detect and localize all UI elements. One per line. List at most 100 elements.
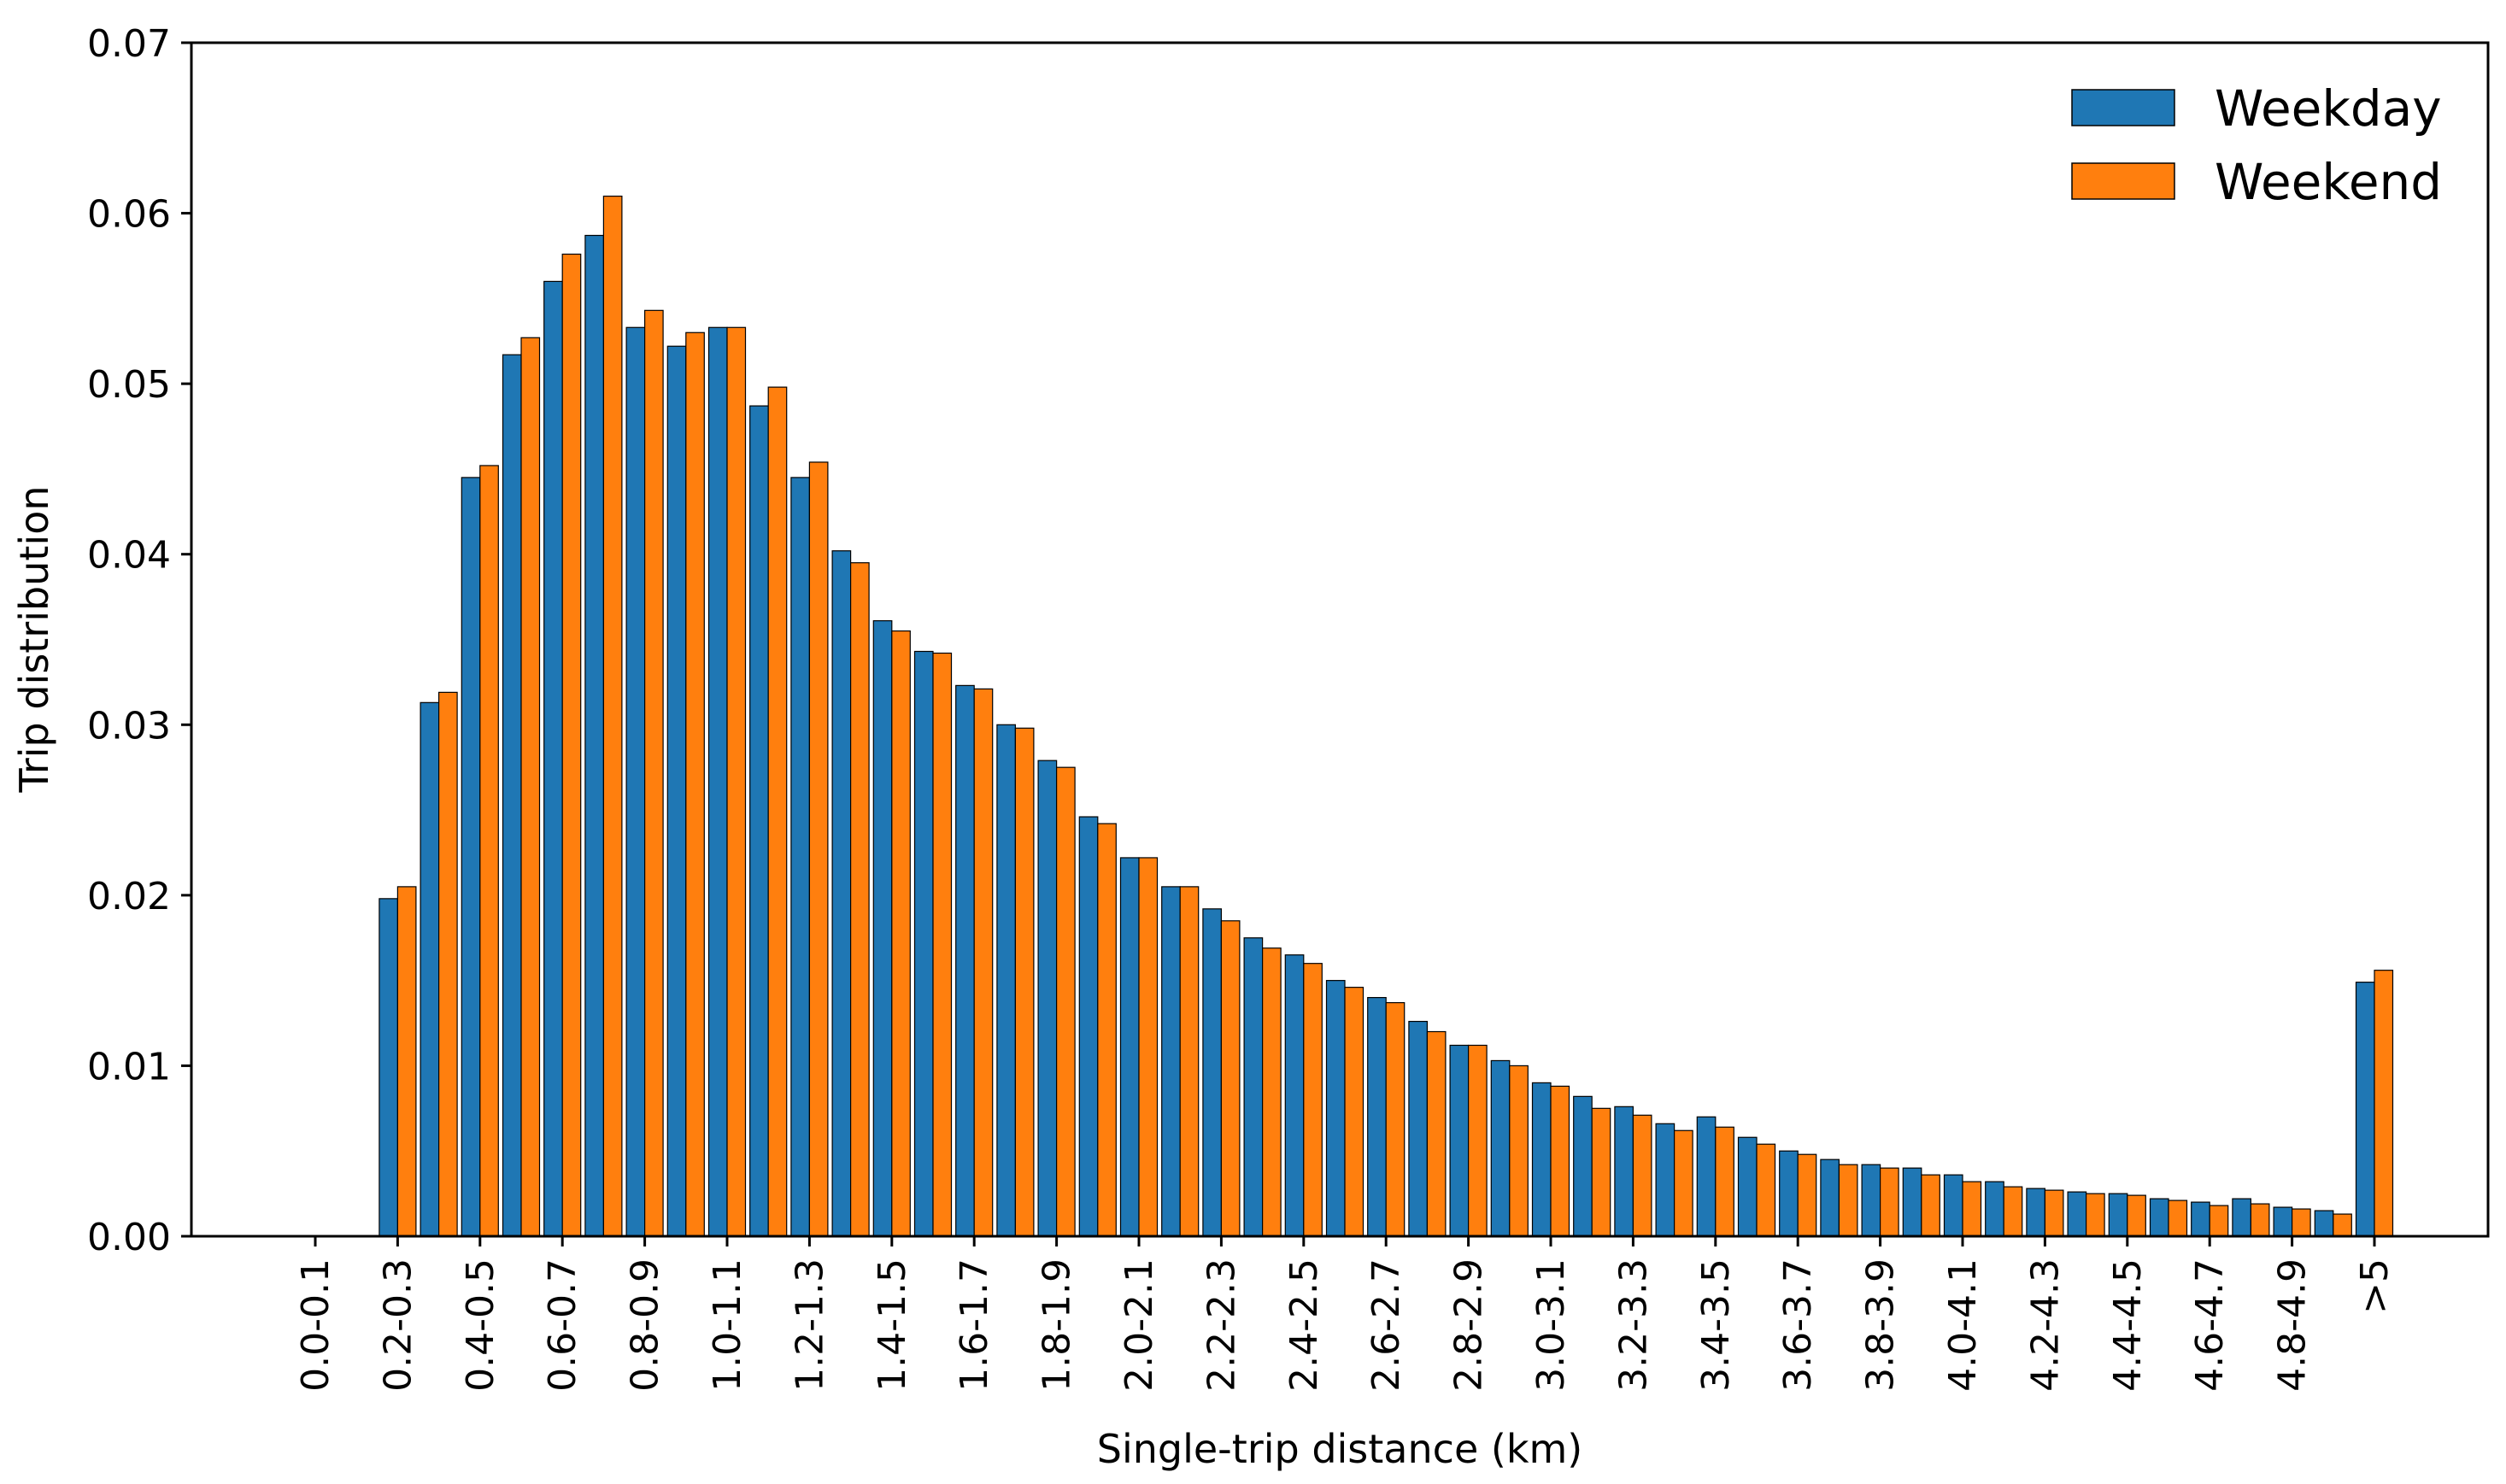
bar-weekend-4: [479, 465, 499, 1237]
bar-weekend-20: [1138, 857, 1159, 1237]
x-tick-label-0: 0.0-0.1: [294, 1258, 337, 1392]
bar-weekend-27: [1426, 1030, 1447, 1237]
bar-weekday-14: [872, 619, 893, 1237]
bar-weekend-34: [1715, 1126, 1734, 1237]
x-tick-label-19: 3.8-3.9: [1859, 1258, 1903, 1392]
legend-swatch-weekend: [2071, 162, 2175, 200]
x-tick-label-5: 1.0-1.1: [706, 1258, 749, 1392]
bar-weekday-21: [1161, 886, 1181, 1237]
bar-weekend-5: [520, 337, 541, 1237]
bar-weekday-50: [2355, 982, 2375, 1237]
bar-weekday-36: [1779, 1150, 1799, 1237]
x-tick-label-10: 2.0-2.1: [1118, 1258, 1161, 1392]
bar-weekend-33: [1673, 1129, 1693, 1237]
bar-weekday-19: [1078, 816, 1099, 1237]
bar-weekend-39: [1921, 1174, 1940, 1237]
bar-weekend-42: [2044, 1189, 2064, 1237]
bar-weekday-17: [996, 724, 1017, 1237]
bar-weekend-28: [1467, 1044, 1488, 1237]
bar-weekday-43: [2067, 1191, 2087, 1237]
bar-weekend-48: [2292, 1208, 2311, 1237]
bar-weekday-23: [1243, 937, 1264, 1237]
bar-weekend-23: [1261, 947, 1282, 1237]
bar-weekday-40: [1943, 1174, 1963, 1237]
bar-weekend-31: [1591, 1107, 1611, 1237]
bar-weekday-44: [2108, 1193, 2128, 1237]
x-tick-label-4: 0.8-0.9: [624, 1258, 667, 1392]
bar-weekday-42: [2026, 1188, 2045, 1237]
bar-weekday-47: [2232, 1198, 2251, 1237]
bar-weekday-24: [1284, 954, 1305, 1237]
x-tick-label-23: 4.6-4.7: [2188, 1258, 2232, 1392]
bar-weekend-38: [1880, 1167, 1899, 1237]
bar-weekday-13: [831, 550, 852, 1237]
y-tick-label-0: 0.00: [87, 1216, 171, 1259]
y-tick-label-6: 0.06: [87, 193, 171, 237]
bar-weekday-15: [913, 650, 934, 1237]
bar-weekday-38: [1861, 1164, 1881, 1237]
bar-weekday-27: [1408, 1020, 1429, 1237]
bar-weekday-3: [420, 701, 440, 1237]
bar-weekend-16: [973, 688, 994, 1237]
bar-weekday-35: [1737, 1136, 1758, 1237]
bar-weekend-21: [1179, 886, 1200, 1237]
bar-weekend-12: [808, 461, 829, 1237]
bar-weekday-48: [2273, 1206, 2293, 1237]
bar-weekend-14: [891, 630, 911, 1237]
bar-weekday-11: [749, 405, 769, 1237]
bar-weekday-6: [543, 280, 563, 1237]
y-tick-label-1: 0.01: [87, 1045, 171, 1088]
bar-weekend-37: [1838, 1164, 1858, 1237]
bar-weekday-46: [2191, 1201, 2210, 1237]
x-axis-ticks: 0.0-0.1 0.2-0.3 0.4-0.5 0.6-0.7 0.8-0.9 1.0-1…: [294, 1236, 2397, 1392]
bar-weekend-40: [1962, 1181, 1982, 1237]
x-tick-label-24: 4.8-4.9: [2271, 1258, 2315, 1392]
bar-weekday-30: [1531, 1082, 1552, 1237]
bar-weekday-28: [1449, 1044, 1470, 1237]
bar-weekend-46: [2209, 1205, 2229, 1237]
bar-weekend-22: [1220, 920, 1241, 1237]
bar-weekday-12: [790, 477, 811, 1237]
bar-weekend-17: [1014, 727, 1035, 1237]
x-tick-label-13: 2.6-2.7: [1365, 1258, 1408, 1392]
x-tick-label-11: 2.2-2.3: [1200, 1258, 1243, 1392]
bar-weekend-36: [1797, 1153, 1817, 1237]
x-tick-label-1: 0.2-0.3: [376, 1258, 420, 1392]
x-tick-label-22: 4.4-4.5: [2106, 1258, 2150, 1392]
bar-weekend-15: [932, 652, 953, 1237]
bar-weekday-10: [707, 326, 728, 1237]
bar-weekend-50: [2374, 970, 2394, 1237]
x-tick-label-18: 3.6-3.7: [1776, 1258, 1820, 1392]
bar-weekday-2: [379, 898, 398, 1237]
bar-weekend-47: [2250, 1203, 2270, 1237]
x-tick-label-6: 1.2-1.3: [788, 1258, 831, 1392]
bar-weekend-8: [643, 309, 664, 1237]
bar-weekend-2: [396, 886, 417, 1237]
bar-weekend-41: [2003, 1186, 2023, 1237]
x-axis-label: Single-trip distance (km): [1097, 1426, 1582, 1472]
y-axis-label: Trip distribution: [11, 486, 57, 794]
bar-weekday-33: [1655, 1123, 1676, 1237]
bar-weekday-26: [1367, 996, 1387, 1237]
bar-weekend-13: [849, 562, 870, 1237]
bar-weekday-41: [1985, 1181, 2004, 1237]
x-tick-label-9: 1.8-1.9: [1036, 1258, 1079, 1392]
bar-weekend-43: [2086, 1193, 2105, 1237]
y-tick-label-3: 0.03: [87, 704, 171, 748]
x-tick-label-21: 4.2-4.3: [2023, 1258, 2067, 1392]
bar-weekday-31: [1573, 1095, 1593, 1237]
x-tick-label-16: 3.2-3.3: [1611, 1258, 1655, 1392]
bar-weekday-34: [1696, 1116, 1717, 1237]
y-tick-label-2: 0.02: [87, 875, 171, 918]
bar-weekend-9: [685, 331, 705, 1237]
x-tick-label-17: 3.4-3.5: [1694, 1258, 1738, 1392]
bar-weekday-5: [502, 354, 522, 1237]
bar-weekday-4: [461, 477, 481, 1237]
y-axis-ticks: 0.00 0.01 0.02 0.03 0.04 0.05 0.06 0.07: [87, 22, 191, 1259]
bar-weekend-10: [726, 326, 747, 1237]
x-tick-label-3: 0.6-0.7: [541, 1258, 584, 1392]
x-tick-label-2: 0.4-0.5: [459, 1258, 502, 1392]
bar-weekend-30: [1550, 1085, 1570, 1237]
legend-swatch-weekday: [2071, 89, 2175, 126]
plot-frame: [190, 41, 2490, 1238]
